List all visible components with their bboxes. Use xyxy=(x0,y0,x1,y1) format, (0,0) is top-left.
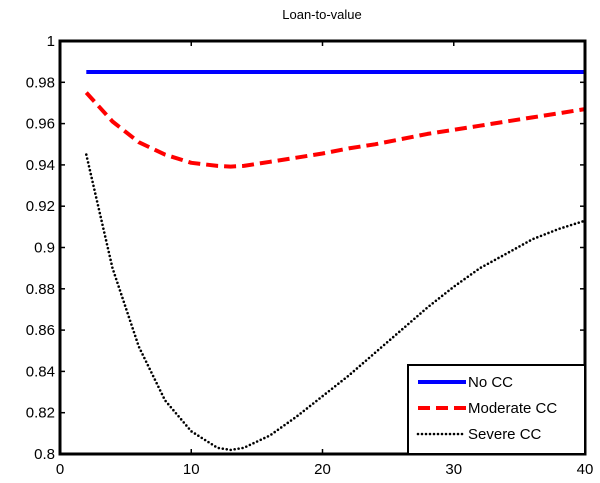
series-line-severe-cc xyxy=(85,153,585,452)
y-tick-label: 0.96 xyxy=(26,116,55,133)
y-tick-label: 0.88 xyxy=(26,281,55,298)
legend-label-no-cc: No CC xyxy=(468,374,513,391)
y-tick-label: 0.94 xyxy=(26,157,55,174)
y-tick-label: 1 xyxy=(47,33,55,50)
y-tick-label: 0.84 xyxy=(26,363,55,380)
series-line-moderate-cc xyxy=(84,91,585,169)
x-tick-label: 0 xyxy=(56,461,64,478)
x-tick-label: 20 xyxy=(314,461,331,478)
x-tick-label: 30 xyxy=(445,461,462,478)
legend-label-severe-cc: Severe CC xyxy=(468,426,542,443)
plot-area: 0 10 20 30 40 0.8 0.82 0.84 0.86 0.88 0.9 0.92 0.94 0… xyxy=(26,33,594,478)
x-tick-label: 40 xyxy=(577,461,594,478)
x-tick-label: 10 xyxy=(183,461,200,478)
y-tick-label: 0.98 xyxy=(26,74,55,91)
chart-title: Loan-to-value xyxy=(282,7,362,22)
y-tick-label: 0.8 xyxy=(34,446,55,463)
legend: No CC Moderate CC Severe CC xyxy=(407,364,586,455)
y-tick-label: 0.86 xyxy=(26,322,55,339)
y-tick-label: 0.9 xyxy=(34,240,55,257)
series-group xyxy=(84,70,585,452)
y-tick-label: 0.82 xyxy=(26,405,55,422)
legend-label-moderate-cc: Moderate CC xyxy=(468,400,557,417)
y-tick-label: 0.92 xyxy=(26,198,55,215)
